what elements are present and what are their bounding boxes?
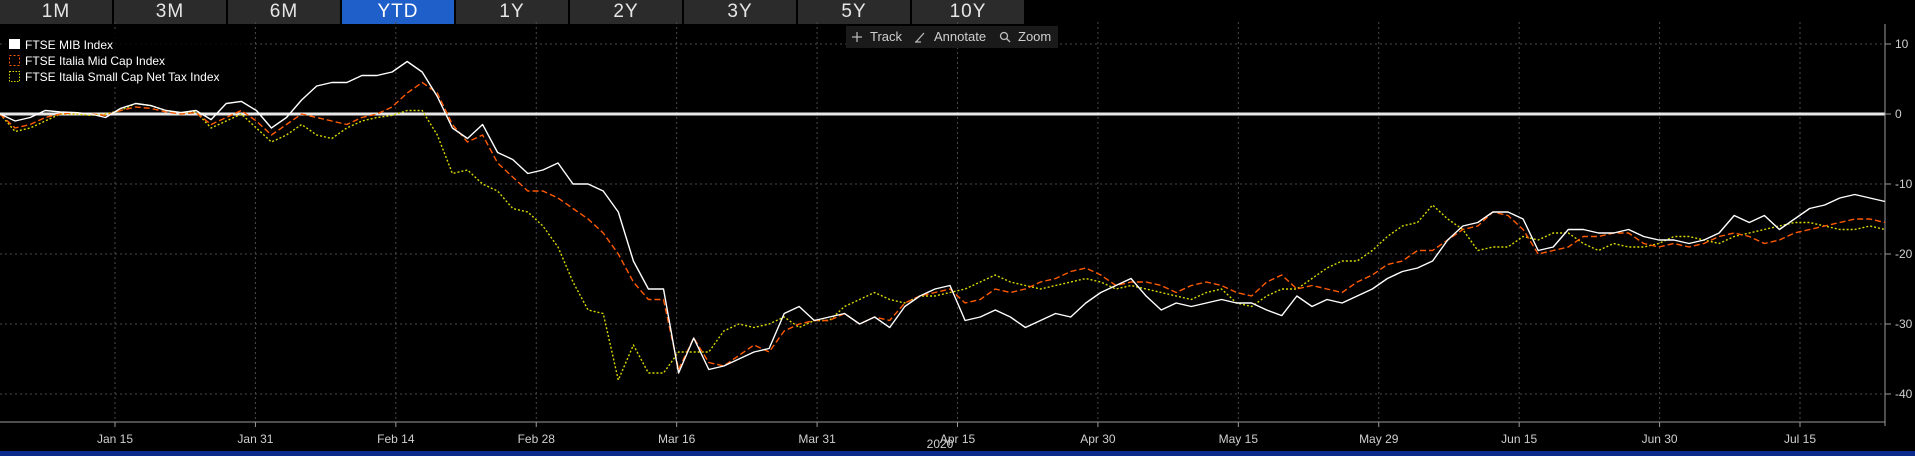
legend-label-3: FTSE Italia Small Cap Net Tax Index: [25, 70, 220, 84]
x-axis: Jan 15 Jan 31 Feb 14 Feb 28 Mar 16 Mar 31 Apr …: [0, 421, 1885, 446]
x-tick-label: Jun 30: [1642, 432, 1678, 446]
x-axis-year-label: 2020: [927, 437, 954, 451]
tab-ytd[interactable]: YTD: [342, 0, 454, 24]
x-tick-label: Jan 15: [97, 432, 133, 446]
y-tick-label: -30: [1895, 317, 1913, 331]
legend-entry-1[interactable]: FTSE MIB Index: [9, 38, 113, 52]
tab-5y[interactable]: 5Y: [798, 0, 910, 24]
chart-legend: FTSE MIB Index FTSE Italia Mid Cap Index…: [2, 32, 250, 86]
chart-toolbar: Track Annotate Zoom: [846, 26, 1058, 48]
x-tick-label: Jul 15: [1784, 432, 1816, 446]
tab-1y[interactable]: 1Y: [456, 0, 568, 24]
y-tick-label: 10: [1895, 37, 1909, 51]
crosshair-icon: [852, 32, 862, 42]
series-lines: [0, 60, 1886, 381]
track-button[interactable]: Track: [852, 29, 903, 44]
y-tick-label: -40: [1895, 387, 1913, 401]
bottom-status-bar: [0, 451, 1915, 456]
tab-1m[interactable]: 1M: [0, 0, 112, 24]
magnifier-icon: [999, 31, 1011, 43]
grid-lines: [0, 22, 1885, 422]
series-line-3[interactable]: [0, 102, 1886, 381]
x-tick-label: May 15: [1219, 432, 1259, 446]
zoom-button[interactable]: Zoom: [999, 29, 1052, 44]
legend-swatch-1: [9, 39, 20, 49]
tab-10y[interactable]: 10Y: [912, 0, 1024, 24]
x-tick-label: Apr 15: [940, 432, 976, 446]
tab-6m[interactable]: 6M: [228, 0, 340, 24]
track-label: Track: [870, 29, 903, 44]
range-tabs: 1M 3M 6M YTD 1Y 2Y 3Y 5Y 10Y: [0, 0, 1026, 24]
x-tick-label: May 29: [1359, 432, 1399, 446]
zoom-label: Zoom: [1018, 29, 1051, 44]
legend-label-1: FTSE MIB Index: [25, 38, 113, 52]
legend-background: [2, 32, 250, 86]
legend-entry-3[interactable]: FTSE Italia Small Cap Net Tax Index: [9, 70, 220, 84]
tab-3y[interactable]: 3Y: [684, 0, 796, 24]
legend-swatch-3: [9, 71, 20, 82]
y-tick-label: 0: [1895, 107, 1902, 121]
x-tick-label: Jun 15: [1501, 432, 1537, 446]
y-axis: 10 0 -10 -20 -30 -40: [1884, 24, 1913, 426]
legend-swatch-2: [9, 55, 20, 66]
y-tick-label: -10: [1895, 177, 1913, 191]
legend-label-2: FTSE Italia Mid Cap Index: [25, 54, 165, 68]
toolbar-background: [846, 26, 1058, 48]
y-tick-label: -20: [1895, 247, 1913, 261]
annotate-label: Annotate: [934, 29, 986, 44]
x-tick-label: Mar 31: [798, 432, 836, 446]
pencil-icon: [915, 32, 925, 43]
annotate-button[interactable]: Annotate: [915, 29, 986, 44]
series-line-1[interactable]: [0, 60, 1886, 374]
x-tick-label: Apr 30: [1080, 432, 1116, 446]
tab-2y[interactable]: 2Y: [570, 0, 682, 24]
x-tick-label: Mar 16: [658, 432, 696, 446]
x-tick-label: Feb 14: [377, 432, 415, 446]
x-tick-label: Jan 31: [237, 432, 273, 446]
series-line-2[interactable]: [0, 81, 1886, 371]
tab-3m[interactable]: 3M: [114, 0, 226, 24]
legend-entry-2[interactable]: FTSE Italia Mid Cap Index: [9, 54, 166, 68]
x-tick-label: Feb 28: [518, 432, 556, 446]
